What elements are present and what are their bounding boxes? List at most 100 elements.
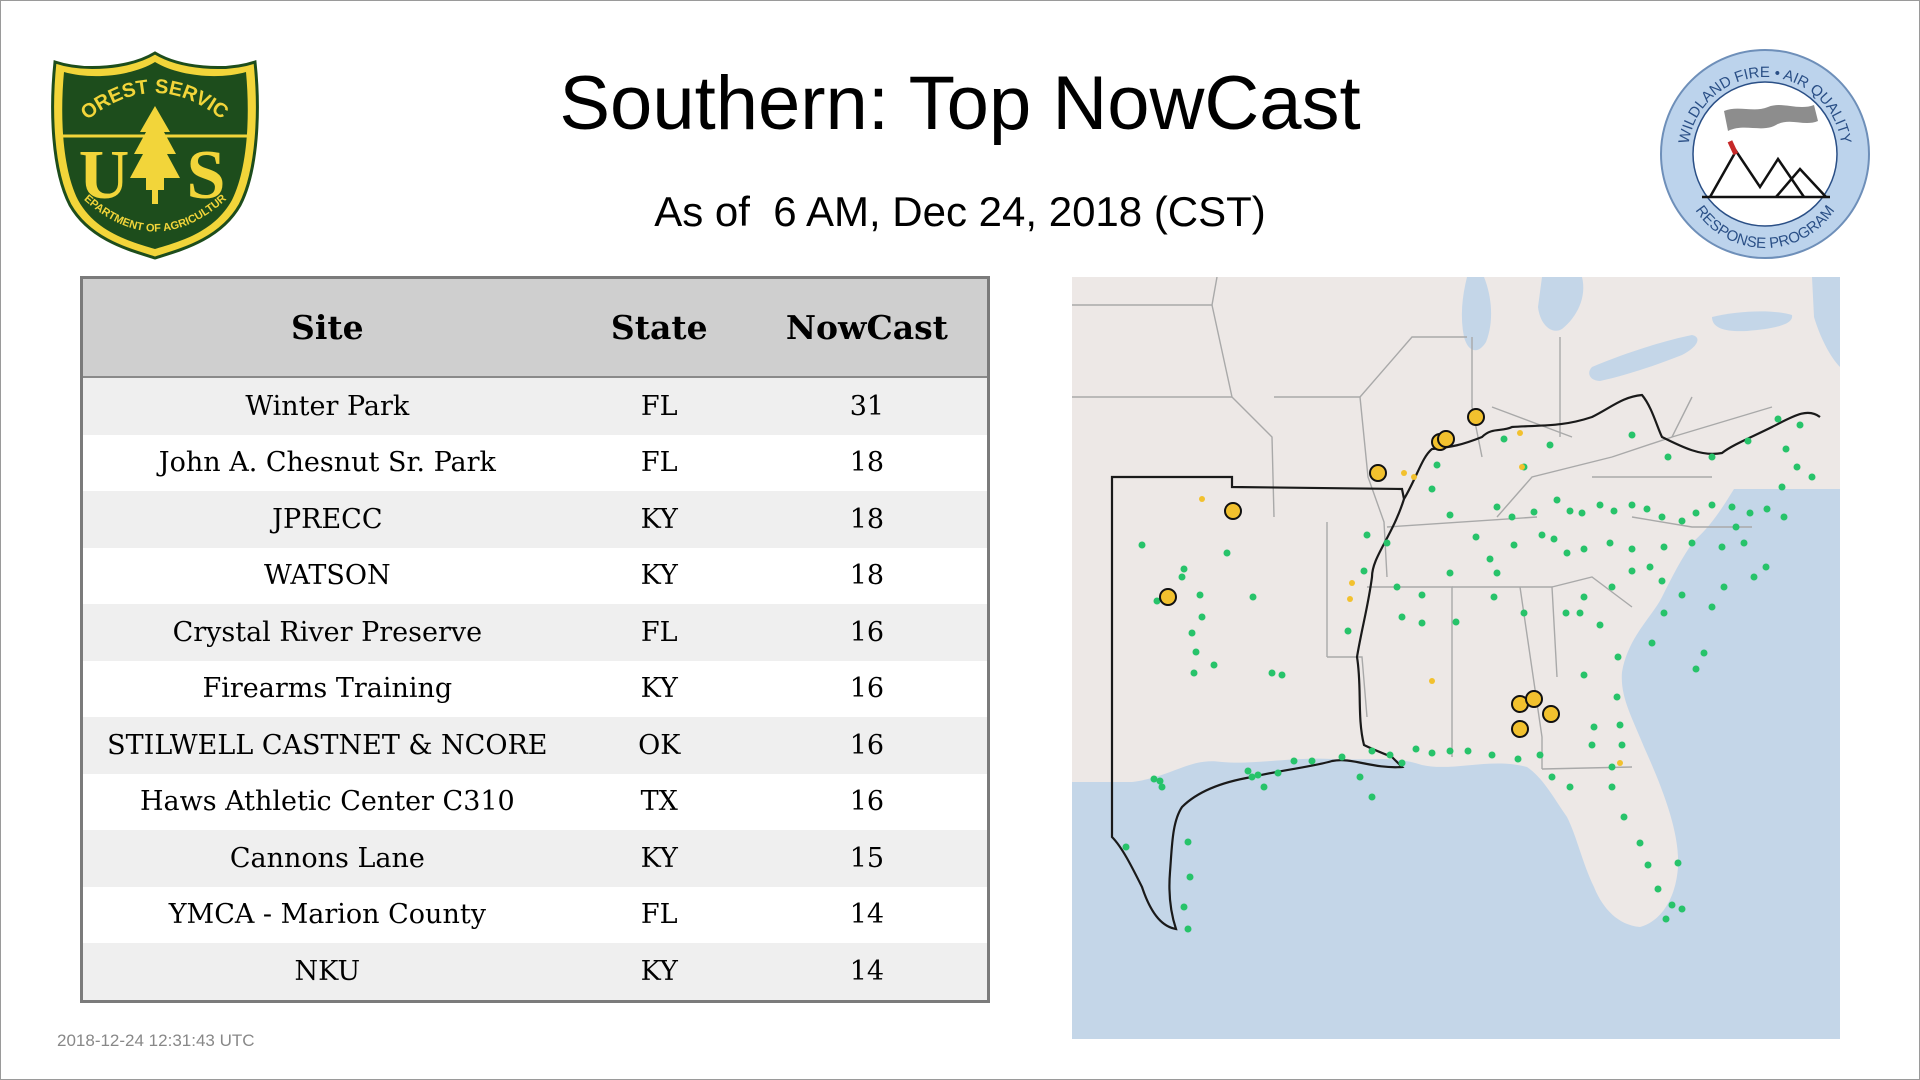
top-site-marker	[1525, 690, 1543, 708]
good-marker	[1608, 583, 1616, 591]
good-marker	[1363, 531, 1371, 539]
moderate-marker	[1401, 470, 1407, 476]
good-marker	[1566, 507, 1574, 515]
good-marker	[1793, 463, 1801, 471]
table-row: Firearms Training KY 16	[81, 660, 989, 717]
state-cell: KY	[571, 830, 747, 887]
good-marker	[1428, 485, 1436, 493]
good-marker	[1620, 813, 1628, 821]
good-marker	[1628, 431, 1636, 439]
table-row: YMCA - Marion County FL 14	[81, 886, 989, 943]
site-cell: YMCA - Marion County	[81, 886, 572, 943]
region-outline	[1110, 393, 1821, 931]
good-marker	[1658, 577, 1666, 585]
generated-timestamp: 2018-12-24 12:31:43 UTC	[57, 1031, 255, 1050]
good-marker	[1618, 741, 1626, 749]
mountains-icon	[1702, 148, 1830, 199]
good-marker	[1490, 593, 1498, 601]
nowcast-cell: 15	[746, 830, 989, 887]
good-marker	[1780, 513, 1788, 521]
site-cell: Firearms Training	[81, 660, 572, 717]
lake-ontario	[1712, 311, 1793, 332]
nowcast-cell: 31	[746, 377, 989, 435]
top-site-marker	[1369, 464, 1387, 482]
good-marker	[1493, 569, 1501, 577]
table-row: Crystal River Preserve FL 16	[81, 604, 989, 661]
good-marker	[1158, 783, 1166, 791]
good-marker	[1643, 505, 1651, 513]
good-marker	[1644, 861, 1652, 869]
moderate-marker	[1517, 430, 1523, 436]
top-site-marker	[1159, 588, 1177, 606]
good-marker	[1500, 435, 1508, 443]
moderate-marker	[1411, 474, 1417, 480]
site-cell: NKU	[81, 943, 572, 1001]
good-marker	[1580, 593, 1588, 601]
lake-michigan	[1461, 277, 1492, 351]
good-marker	[1720, 583, 1728, 591]
good-marker	[1628, 567, 1636, 575]
good-marker	[1628, 545, 1636, 553]
good-marker	[1668, 901, 1676, 909]
good-marker	[1796, 421, 1804, 429]
good-marker	[1383, 539, 1391, 547]
good-marker	[1278, 671, 1286, 679]
moderate-marker	[1617, 760, 1623, 766]
good-marker	[1493, 503, 1501, 511]
good-marker	[1614, 653, 1622, 661]
good-marker	[1178, 573, 1186, 581]
good-marker	[1553, 496, 1561, 504]
smoke-icon	[1724, 105, 1818, 131]
page-title: Southern: Top NowCast	[559, 61, 1361, 146]
good-marker	[1648, 639, 1656, 647]
good-marker	[1548, 773, 1556, 781]
good-marker	[1210, 661, 1218, 669]
forest-service-logo: FOREST SERVICE U S DEPARTMENT OF AGRICUL…	[50, 50, 259, 260]
good-marker	[1446, 747, 1454, 755]
good-marker	[1418, 619, 1426, 627]
good-marker	[1688, 539, 1696, 547]
nowcast-cell: 18	[746, 547, 989, 604]
table-row: Winter Park FL 31	[81, 377, 989, 435]
header-nowcast: NowCast	[746, 277, 989, 378]
good-marker	[1184, 925, 1192, 933]
good-marker	[1398, 759, 1406, 767]
good-marker	[1596, 621, 1604, 629]
good-marker	[1536, 751, 1544, 759]
good-marker	[1596, 501, 1604, 509]
good-marker	[1778, 483, 1786, 491]
top-site-marker	[1511, 720, 1529, 738]
good-marker	[1538, 531, 1546, 539]
site-cell: Crystal River Preserve	[81, 604, 572, 661]
good-marker	[1580, 545, 1588, 553]
nowcast-cell: 18	[746, 491, 989, 548]
site-cell: Cannons Lane	[81, 830, 572, 887]
good-marker	[1393, 583, 1401, 591]
good-marker	[1692, 665, 1700, 673]
good-marker	[1418, 591, 1426, 599]
good-marker	[1613, 693, 1621, 701]
good-marker	[1708, 603, 1716, 611]
nowcast-cell: 18	[746, 434, 989, 491]
good-marker	[1180, 565, 1188, 573]
nowcast-cell: 14	[746, 943, 989, 1001]
good-marker	[1356, 773, 1364, 781]
good-marker	[1530, 508, 1538, 516]
good-marker	[1452, 618, 1460, 626]
good-marker	[1268, 669, 1276, 677]
good-marker	[1744, 437, 1752, 445]
state-cell: KY	[571, 660, 747, 717]
good-marker	[1153, 597, 1161, 605]
nowcast-cell: 16	[746, 604, 989, 661]
gulf-water	[1072, 489, 1840, 1039]
good-marker	[1188, 629, 1196, 637]
good-marker	[1488, 751, 1496, 759]
moderate-small-markers	[1199, 430, 1623, 766]
good-marker	[1180, 903, 1188, 911]
good-marker	[1563, 549, 1571, 557]
good-marker	[1590, 723, 1598, 731]
page-subtitle: As of 6 AM, Dec 24, 2018 (CST)	[654, 188, 1266, 235]
svg-text:S: S	[187, 137, 226, 214]
good-marker	[1486, 555, 1494, 563]
table-header-row: Site State NowCast	[81, 277, 989, 378]
